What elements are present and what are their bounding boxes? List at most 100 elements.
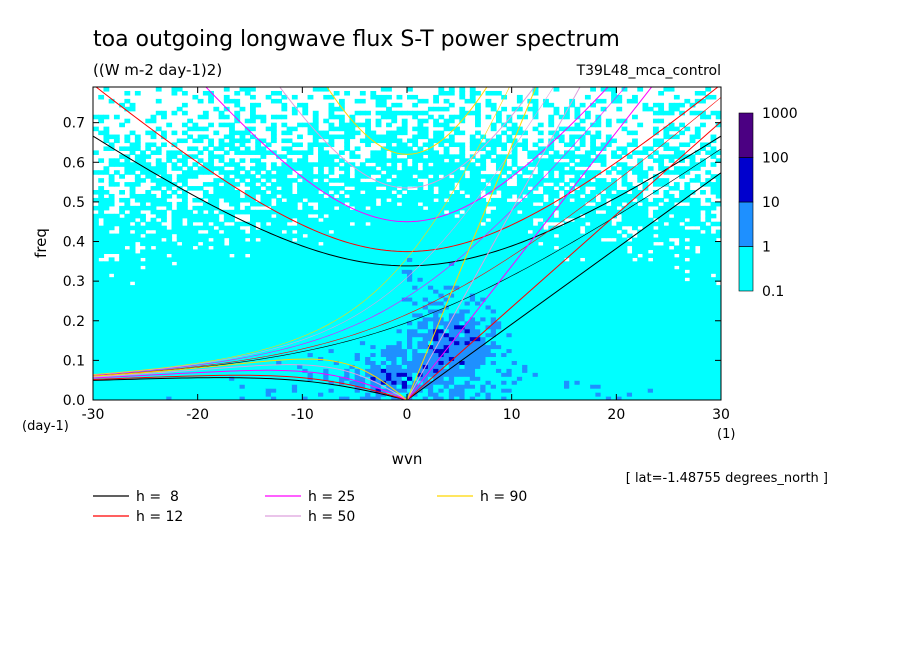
heatmap-cell <box>255 269 262 274</box>
heatmap-cell <box>401 376 408 381</box>
heatmap-cell <box>396 213 403 219</box>
heatmap-cell <box>495 392 502 397</box>
heatmap-cell <box>244 304 251 310</box>
heatmap-cell <box>459 308 466 314</box>
heatmap-cell <box>255 261 262 266</box>
heatmap-cell <box>98 380 105 385</box>
heatmap-cell <box>370 344 377 350</box>
heatmap-cell <box>365 312 371 318</box>
heatmap-cell <box>438 348 445 354</box>
heatmap-cell <box>380 332 387 338</box>
heatmap-cell <box>181 237 188 243</box>
heatmap-cell <box>197 356 204 361</box>
heatmap-cell <box>354 312 361 318</box>
heatmap-cell <box>281 364 288 369</box>
heatmap-cell <box>501 182 508 187</box>
heatmap-cell <box>129 320 136 326</box>
heatmap-cell <box>202 245 209 251</box>
heatmap-cell <box>260 392 267 397</box>
heatmap-cell <box>281 384 288 389</box>
heatmap-cell <box>469 372 476 377</box>
heatmap-cell <box>427 182 434 187</box>
heatmap-cell <box>365 281 371 286</box>
heatmap-cell <box>396 293 403 298</box>
heatmap-cell <box>103 352 110 358</box>
heatmap-cell <box>338 193 345 199</box>
heatmap-cell <box>328 209 335 215</box>
heatmap-cell <box>181 296 188 302</box>
heatmap-cell <box>150 130 157 136</box>
heatmap-cell <box>312 182 319 187</box>
heatmap-cell <box>119 217 125 223</box>
heatmap-cell <box>208 257 214 262</box>
heatmap-cell <box>433 332 439 338</box>
heatmap-cell <box>260 344 267 350</box>
heatmap-cell <box>140 392 146 397</box>
heatmap-cell <box>113 293 120 298</box>
heatmap-cell <box>176 316 183 322</box>
heatmap-cell <box>407 166 413 171</box>
heatmap-cell <box>485 352 492 358</box>
heatmap-cell <box>202 285 209 290</box>
heatmap-cell <box>244 90 251 96</box>
heatmap-cell <box>255 158 262 163</box>
heatmap-cell <box>386 324 392 330</box>
heatmap-cell <box>134 146 141 151</box>
heatmap-cell <box>365 261 371 266</box>
heatmap-cell <box>98 304 105 310</box>
heatmap-cell <box>391 118 398 124</box>
heatmap-cell <box>344 285 351 290</box>
heatmap-cell <box>124 118 131 124</box>
heatmap-cell <box>349 281 356 286</box>
heatmap-cell <box>438 364 445 369</box>
heatmap-cell <box>218 384 225 389</box>
heatmap-cell <box>213 229 220 235</box>
heatmap-cell <box>239 344 246 350</box>
heatmap-cell <box>459 281 466 286</box>
heatmap-cell <box>359 304 366 310</box>
heatmap-cell <box>208 273 214 278</box>
heatmap-cell <box>260 257 267 262</box>
heatmap-cell <box>443 186 450 191</box>
heatmap-cell <box>134 344 141 350</box>
heatmap-cell <box>501 360 508 365</box>
heatmap-cell <box>286 308 293 314</box>
heatmap-cell <box>155 178 162 183</box>
heatmap-cell <box>270 293 277 298</box>
heatmap-cell <box>108 304 115 310</box>
heatmap-cell <box>433 356 439 361</box>
heatmap-cell <box>448 213 455 219</box>
heatmap-cell <box>307 285 314 290</box>
heatmap-cell <box>338 174 345 179</box>
heatmap-cell <box>354 265 361 270</box>
heatmap-cell <box>401 316 408 322</box>
heatmap-cell <box>443 344 450 350</box>
heatmap-cell <box>276 269 282 274</box>
heatmap-cell <box>166 285 173 290</box>
heatmap-cell <box>229 126 235 132</box>
heatmap-cell <box>192 277 199 282</box>
heatmap-cell <box>448 352 455 358</box>
heatmap-cell <box>103 384 110 389</box>
heatmap-cell <box>386 146 392 151</box>
heatmap-cell <box>129 396 136 400</box>
heatmap-cell <box>328 372 335 377</box>
heatmap-cell <box>475 384 481 389</box>
heatmap-cell <box>490 217 497 223</box>
heatmap-cell <box>119 154 125 159</box>
heatmap-cell <box>501 281 508 286</box>
heatmap-cell <box>265 245 272 251</box>
heatmap-cell <box>208 324 214 330</box>
heatmap-cell <box>323 142 330 148</box>
heatmap-cell <box>333 344 340 350</box>
heatmap-cell <box>475 352 481 358</box>
heatmap-cell <box>202 217 209 223</box>
heatmap-cell <box>396 384 403 389</box>
heatmap-cell <box>412 154 419 159</box>
heatmap-cell <box>134 356 141 361</box>
heatmap-cell <box>270 336 277 342</box>
heatmap-cell <box>276 182 282 187</box>
heatmap-cell <box>401 245 408 251</box>
heatmap-cell <box>412 328 419 334</box>
heatmap-cell <box>108 249 115 255</box>
